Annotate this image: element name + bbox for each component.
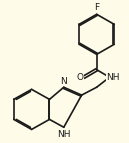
Text: O: O — [77, 73, 84, 82]
Text: NH: NH — [57, 130, 71, 139]
Text: NH: NH — [106, 73, 120, 82]
Text: F: F — [94, 3, 99, 12]
Text: N: N — [60, 77, 67, 86]
